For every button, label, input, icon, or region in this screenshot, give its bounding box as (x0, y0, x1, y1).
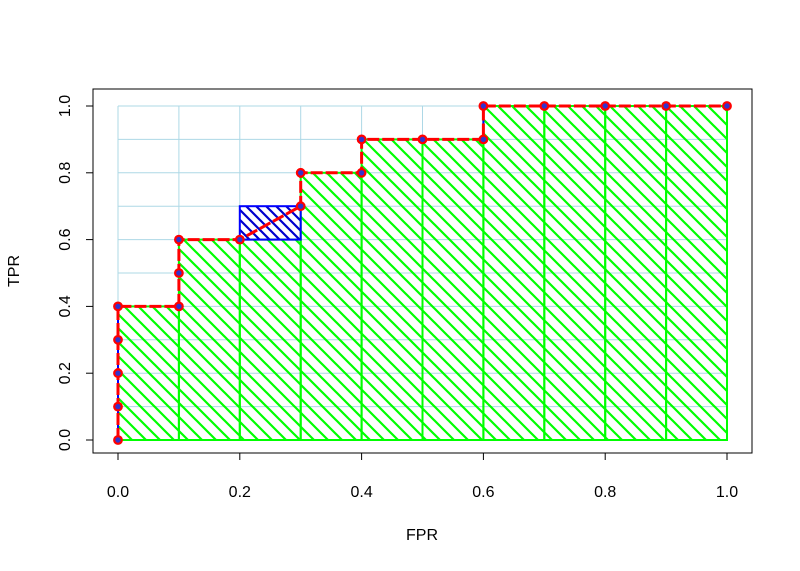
data-point (113, 435, 123, 445)
data-point (295, 167, 306, 178)
green-area-bar (299, 171, 363, 442)
data-point (113, 368, 123, 379)
y-tick-label: 0.2 (57, 362, 74, 384)
y-axis-title: TPR (6, 255, 23, 287)
data-point (173, 234, 184, 245)
data-point (113, 334, 123, 345)
data-point (661, 101, 671, 111)
data-point (478, 134, 489, 145)
y-tick-label: 1.0 (57, 95, 74, 117)
x-axis-title: FPR (406, 527, 438, 544)
data-point (295, 201, 306, 212)
data-point (356, 134, 367, 145)
x-tick-label: 1.0 (716, 484, 738, 501)
x-tick-label: 0.6 (472, 484, 494, 501)
roc-curve (116, 104, 727, 440)
x-tick-label: 0.8 (594, 484, 616, 501)
y-tick-label: 0.4 (57, 295, 74, 317)
x-axis: 0.0 0.2 0.4 0.6 0.8 1.0 (107, 452, 738, 501)
y-tick-label: 0.8 (57, 162, 74, 184)
green-area-bar (604, 105, 668, 441)
data-point (356, 167, 367, 178)
y-axis: 0.0 0.2 0.4 0.6 0.8 1.0 (57, 95, 94, 451)
green-area-bar (238, 238, 302, 441)
y-tick-label: 0.6 (57, 228, 74, 250)
x-tick-label: 0.0 (107, 484, 129, 501)
data-point (478, 101, 489, 111)
data-point (234, 234, 245, 245)
data-point (539, 101, 550, 111)
data-point (722, 101, 732, 111)
data-point (113, 401, 123, 412)
green-area-bar (421, 138, 485, 441)
green-area-bar (117, 305, 180, 441)
data-point (113, 301, 123, 312)
data-point (173, 301, 184, 312)
green-area-bar (177, 238, 241, 441)
green-area-bar (360, 138, 424, 441)
green-hatched-area (117, 105, 728, 442)
y-tick-label: 0.0 (57, 429, 74, 451)
data-point (417, 134, 428, 145)
green-area-bar (665, 105, 728, 441)
green-area-bar (482, 105, 546, 441)
data-point (173, 268, 184, 278)
green-area-bar (543, 105, 607, 441)
x-tick-label: 0.2 (229, 484, 251, 501)
data-points (113, 101, 732, 445)
roc-curve-line (116, 104, 727, 440)
data-point (600, 101, 611, 111)
x-tick-label: 0.4 (350, 484, 372, 501)
